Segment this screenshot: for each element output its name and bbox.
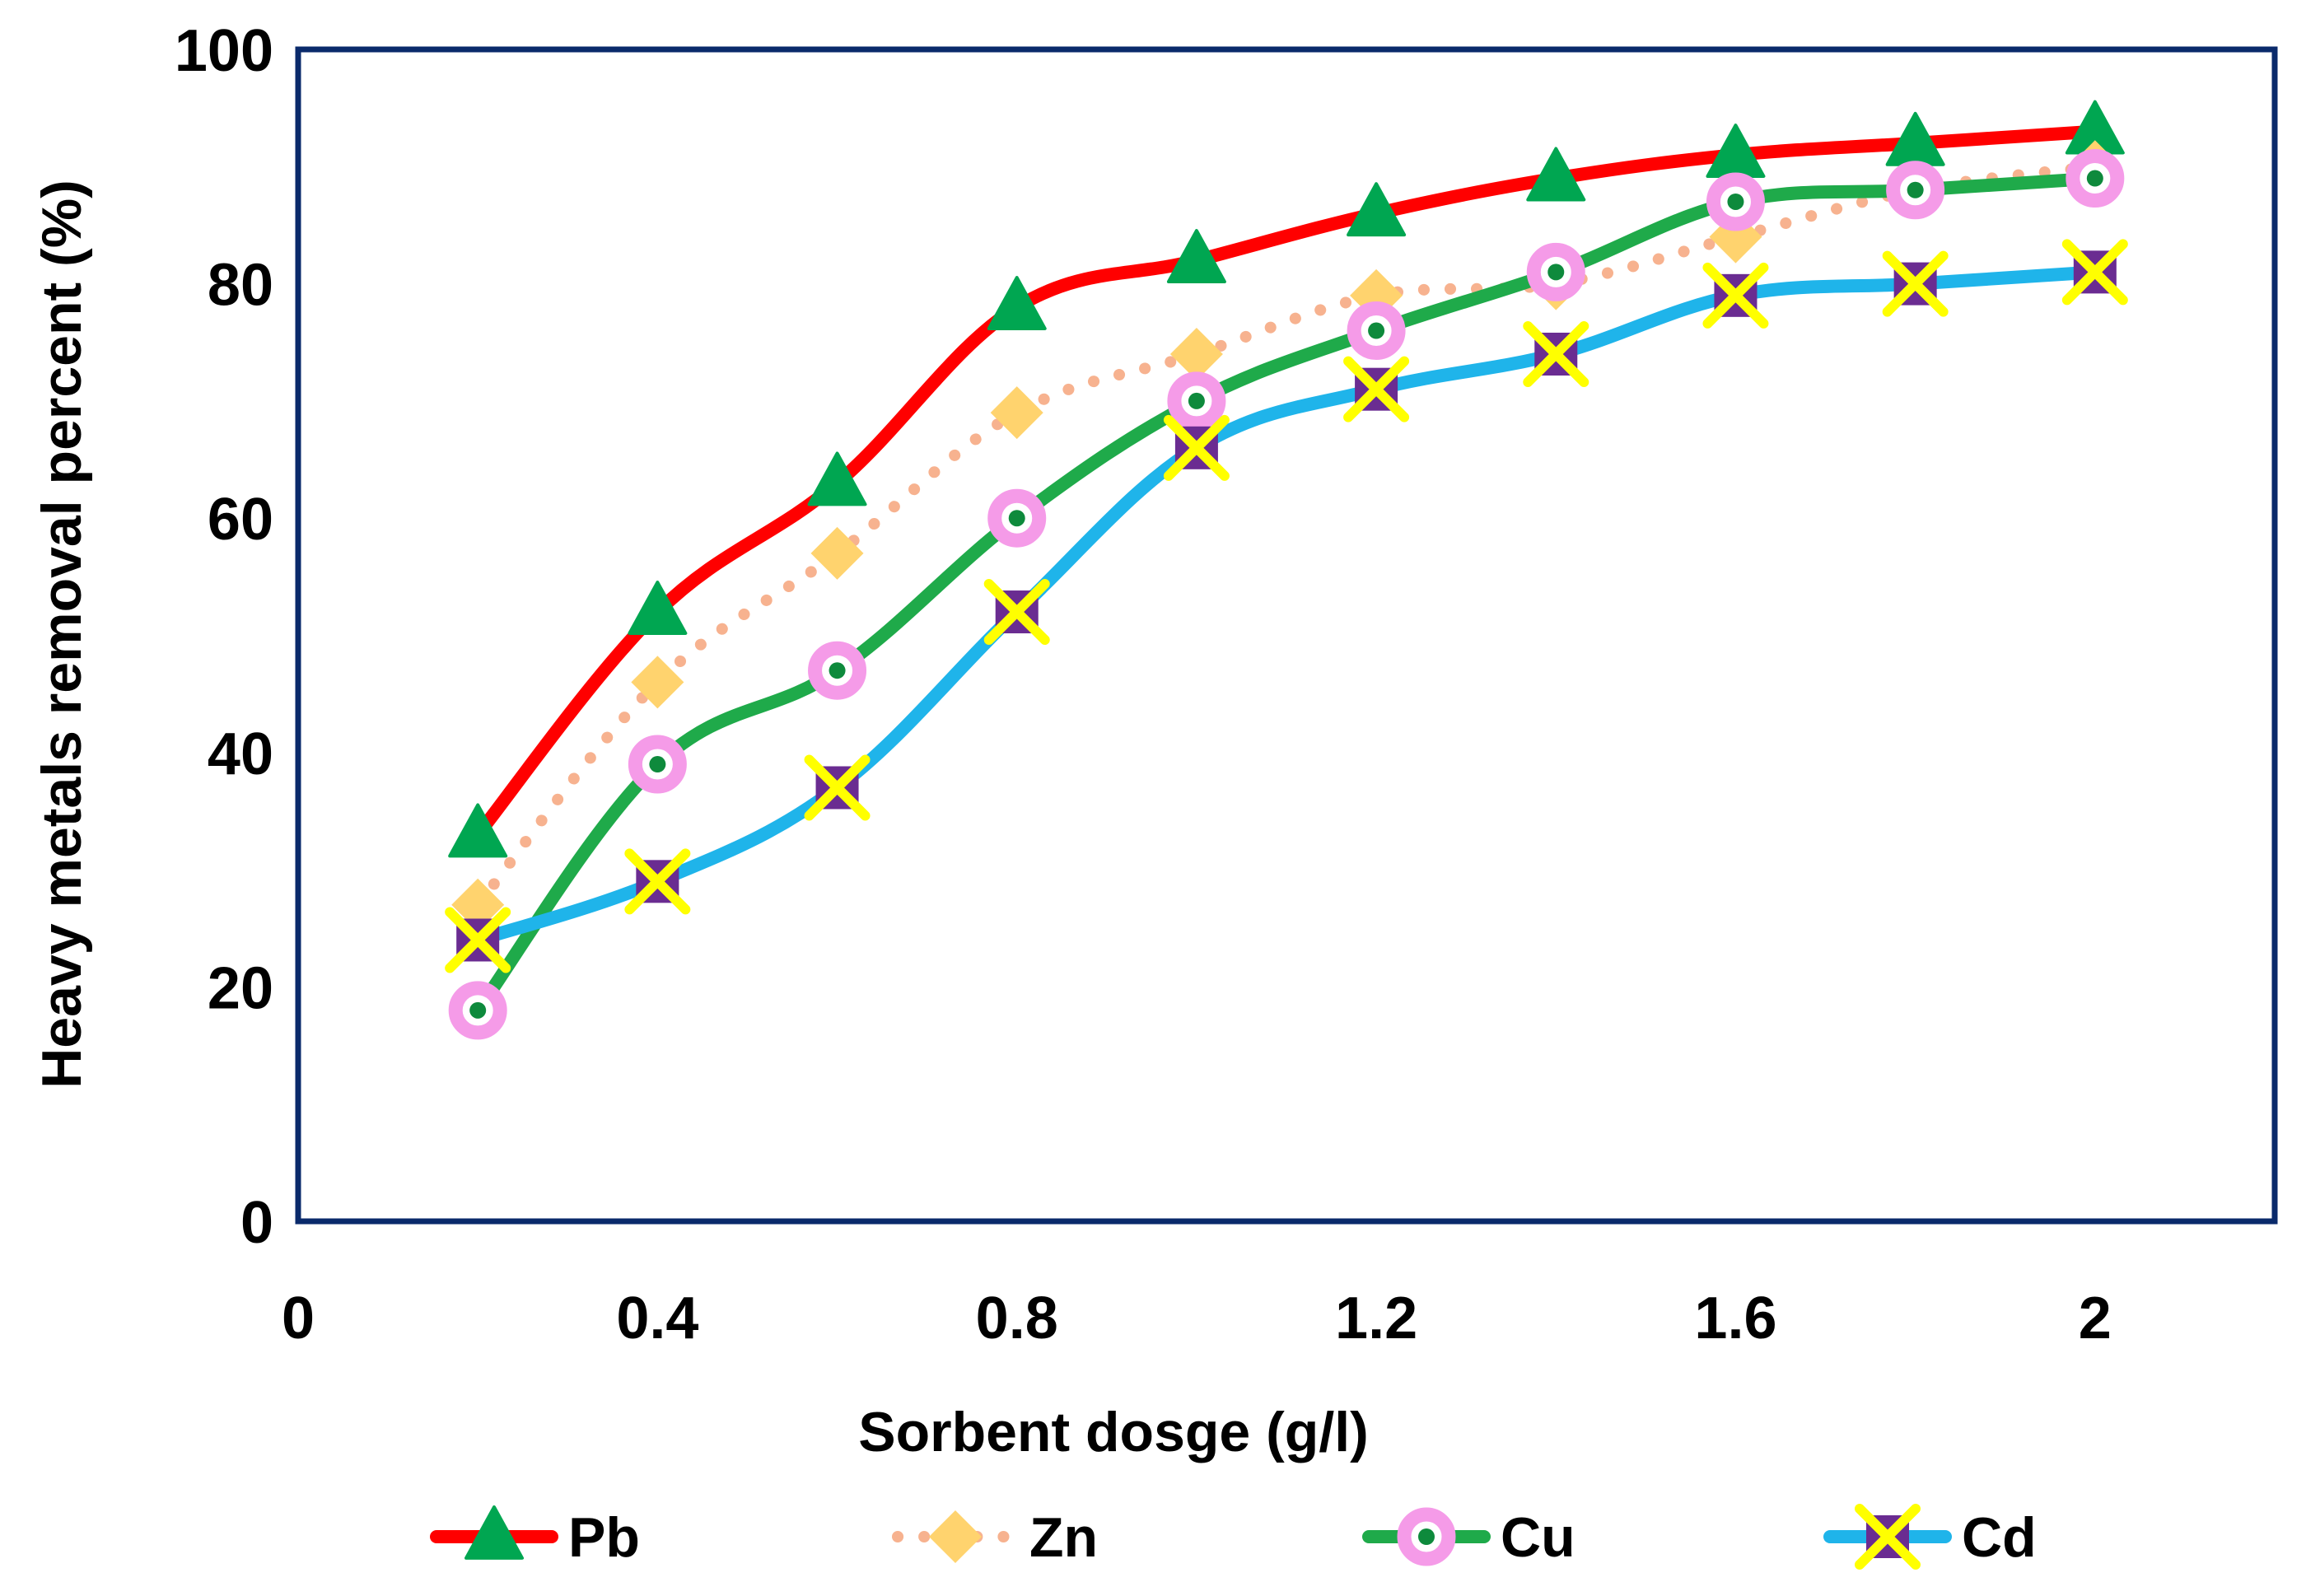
x-axis-ticks: 0 0.4 0.8 1.2 1.6 2 <box>282 1286 2112 1351</box>
x-tick-label: 1.6 <box>1694 1286 1776 1351</box>
series-marker-cd <box>1707 268 1763 324</box>
series-marker-cu <box>1533 250 1578 294</box>
series-marker-cu <box>815 648 860 693</box>
legend-label-cd: Cd <box>1962 1506 2037 1569</box>
legend: Pb Zn Cu Cd <box>436 1506 2037 1569</box>
legend-label-pb: Pb <box>568 1506 640 1569</box>
series-line-pb <box>478 132 2095 835</box>
series-marker-cd <box>989 584 1045 640</box>
legend-item-pb: Pb <box>436 1506 640 1569</box>
y-tick-label: 100 <box>175 18 273 84</box>
series-marker-cd <box>629 853 685 909</box>
series-marker-cd <box>1888 256 1944 312</box>
y-axis-ticks: 0 20 40 60 80 100 <box>175 18 273 1256</box>
x-tick-label: 0.4 <box>616 1286 698 1351</box>
legend-label-cu: Cu <box>1501 1506 1575 1569</box>
y-tick-label: 60 <box>208 487 273 553</box>
plot-frame-group <box>298 49 2275 1221</box>
x-tick-label: 2 <box>2079 1286 2112 1351</box>
series-lines <box>478 132 2095 1010</box>
series-marker-cd <box>1169 420 1225 476</box>
y-axis-title: Heavy metals removal percent (%) <box>30 180 93 1089</box>
series-line-zn <box>478 166 2095 904</box>
series-marker-cu <box>455 988 500 1033</box>
legend-item-zn: Zn <box>898 1506 1098 1569</box>
series-marker-zn <box>811 527 864 580</box>
legend-item-cu: Cu <box>1369 1506 1575 1569</box>
legend-label-zn: Zn <box>1029 1506 1098 1569</box>
series-marker-zn <box>929 1510 982 1563</box>
series-marker-cu <box>995 496 1039 540</box>
series-marker-cd <box>1348 362 1404 418</box>
line-chart: 0 20 40 60 80 100 0 0.4 0.8 1.2 1.6 2 Heavy metals… <box>0 0 2306 1596</box>
series-marker-zn <box>991 386 1043 439</box>
series-marker-cu <box>1893 168 1938 212</box>
series-marker-cd <box>1860 1509 1916 1565</box>
y-tick-label: 80 <box>208 253 273 319</box>
series-marker-cd <box>2067 244 2123 300</box>
x-tick-label: 0.8 <box>976 1286 1058 1351</box>
x-tick-label: 0 <box>282 1286 315 1351</box>
series-line-cu <box>478 179 2095 1010</box>
x-axis-title: Sorbent dosge (g/l) <box>858 1401 1369 1463</box>
y-tick-label: 20 <box>208 955 273 1021</box>
x-tick-label: 1.2 <box>1335 1286 1417 1351</box>
series-marker-cu <box>1174 379 1219 423</box>
y-tick-label: 0 <box>240 1190 273 1256</box>
series-marker-cu <box>2073 156 2117 201</box>
series-marker-cu <box>1354 309 1398 353</box>
series-marker-cu <box>635 742 679 786</box>
y-tick-label: 40 <box>208 721 273 787</box>
series-marker-cu <box>1404 1514 1449 1559</box>
series-marker-cd <box>810 759 866 815</box>
series-marker-cd <box>450 912 506 968</box>
series-marker-cu <box>1713 180 1758 224</box>
series-marker-cd <box>1528 326 1584 382</box>
series-line-cd <box>478 272 2095 940</box>
plot-frame <box>298 49 2275 1221</box>
legend-item-cd: Cd <box>1830 1506 2037 1569</box>
